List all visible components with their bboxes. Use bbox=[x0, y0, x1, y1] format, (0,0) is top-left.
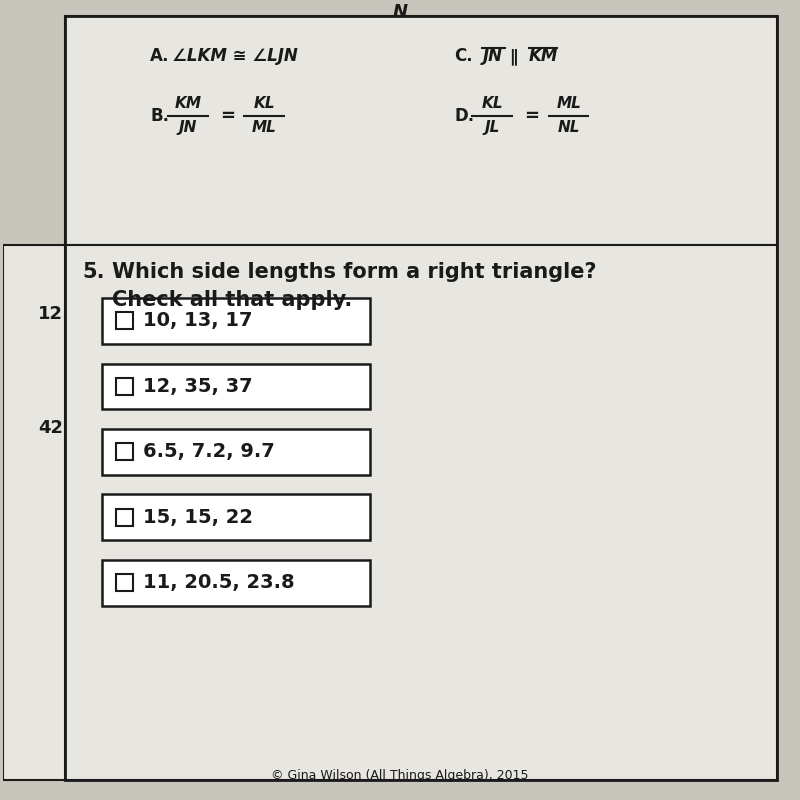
Text: ∠LKM ≅ ∠LJN: ∠LKM ≅ ∠LJN bbox=[172, 47, 298, 65]
Text: ML: ML bbox=[556, 96, 581, 111]
Text: KL: KL bbox=[254, 96, 275, 111]
Bar bbox=[116, 378, 133, 394]
Text: © Gina Wilson (All Things Algebra), 2015: © Gina Wilson (All Things Algebra), 2015 bbox=[271, 769, 529, 782]
Text: 5.: 5. bbox=[82, 262, 105, 282]
Text: JN: JN bbox=[482, 47, 502, 65]
Text: Check all that apply.: Check all that apply. bbox=[112, 290, 353, 310]
Text: 42: 42 bbox=[38, 419, 63, 437]
Text: 15, 15, 22: 15, 15, 22 bbox=[143, 508, 253, 526]
Text: Which side lengths form a right triangle?: Which side lengths form a right triangle… bbox=[112, 262, 597, 282]
Text: =: = bbox=[525, 106, 539, 125]
Text: NL: NL bbox=[558, 120, 580, 135]
Text: A.: A. bbox=[150, 47, 170, 65]
Text: 10, 13, 17: 10, 13, 17 bbox=[143, 311, 253, 330]
Text: 12, 35, 37: 12, 35, 37 bbox=[143, 377, 253, 396]
Text: 11, 20.5, 23.8: 11, 20.5, 23.8 bbox=[143, 574, 294, 592]
Bar bbox=[116, 443, 133, 460]
Bar bbox=[102, 429, 370, 474]
Bar bbox=[116, 313, 133, 330]
Bar bbox=[102, 363, 370, 409]
Bar bbox=[102, 298, 370, 344]
Text: D.: D. bbox=[454, 106, 474, 125]
Text: C.: C. bbox=[454, 47, 473, 65]
Text: JL: JL bbox=[485, 120, 500, 135]
Bar bbox=[65, 245, 777, 780]
Text: ∥: ∥ bbox=[509, 47, 518, 65]
Text: KM: KM bbox=[529, 47, 558, 65]
Bar bbox=[65, 16, 777, 245]
Text: 6.5, 7.2, 9.7: 6.5, 7.2, 9.7 bbox=[143, 442, 275, 462]
Bar bbox=[102, 494, 370, 540]
Text: KM: KM bbox=[174, 96, 202, 111]
Text: ML: ML bbox=[252, 120, 277, 135]
Bar bbox=[3, 245, 65, 780]
Bar bbox=[116, 574, 133, 591]
Bar bbox=[102, 560, 370, 606]
Bar bbox=[65, 16, 777, 780]
Bar bbox=[116, 509, 133, 526]
Text: 12: 12 bbox=[38, 305, 63, 323]
Text: JN: JN bbox=[178, 120, 197, 135]
Text: B.: B. bbox=[150, 106, 169, 125]
Text: =: = bbox=[220, 106, 235, 125]
Text: KL: KL bbox=[482, 96, 503, 111]
Text: N: N bbox=[393, 3, 407, 22]
